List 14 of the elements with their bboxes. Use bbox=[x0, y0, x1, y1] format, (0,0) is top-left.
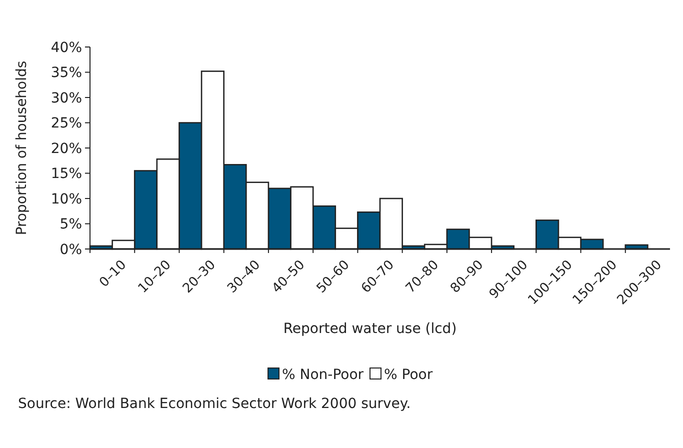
y-tick-label: 0% bbox=[60, 242, 82, 258]
y-tick-label: 35% bbox=[50, 65, 82, 82]
legend-label: % Non-Poor bbox=[282, 366, 364, 383]
y-tick-label: 20% bbox=[50, 140, 82, 157]
y-tick-label: 15% bbox=[50, 166, 82, 182]
source-note: Source: World Bank Economic Sector Work 2000 survey. bbox=[18, 396, 411, 412]
y-tick-label: 30% bbox=[50, 90, 82, 106]
x-axis-title: Reported water use (lcd) bbox=[283, 321, 457, 337]
y-axis-title: Proportion of households bbox=[14, 60, 30, 236]
y-tick-label: 10% bbox=[50, 191, 82, 208]
y-tick-label: 40% bbox=[50, 40, 82, 56]
y-tick-label: 25% bbox=[50, 116, 82, 132]
y-tick-label: 5% bbox=[60, 216, 82, 233]
legend-label: % Poor bbox=[384, 366, 433, 383]
